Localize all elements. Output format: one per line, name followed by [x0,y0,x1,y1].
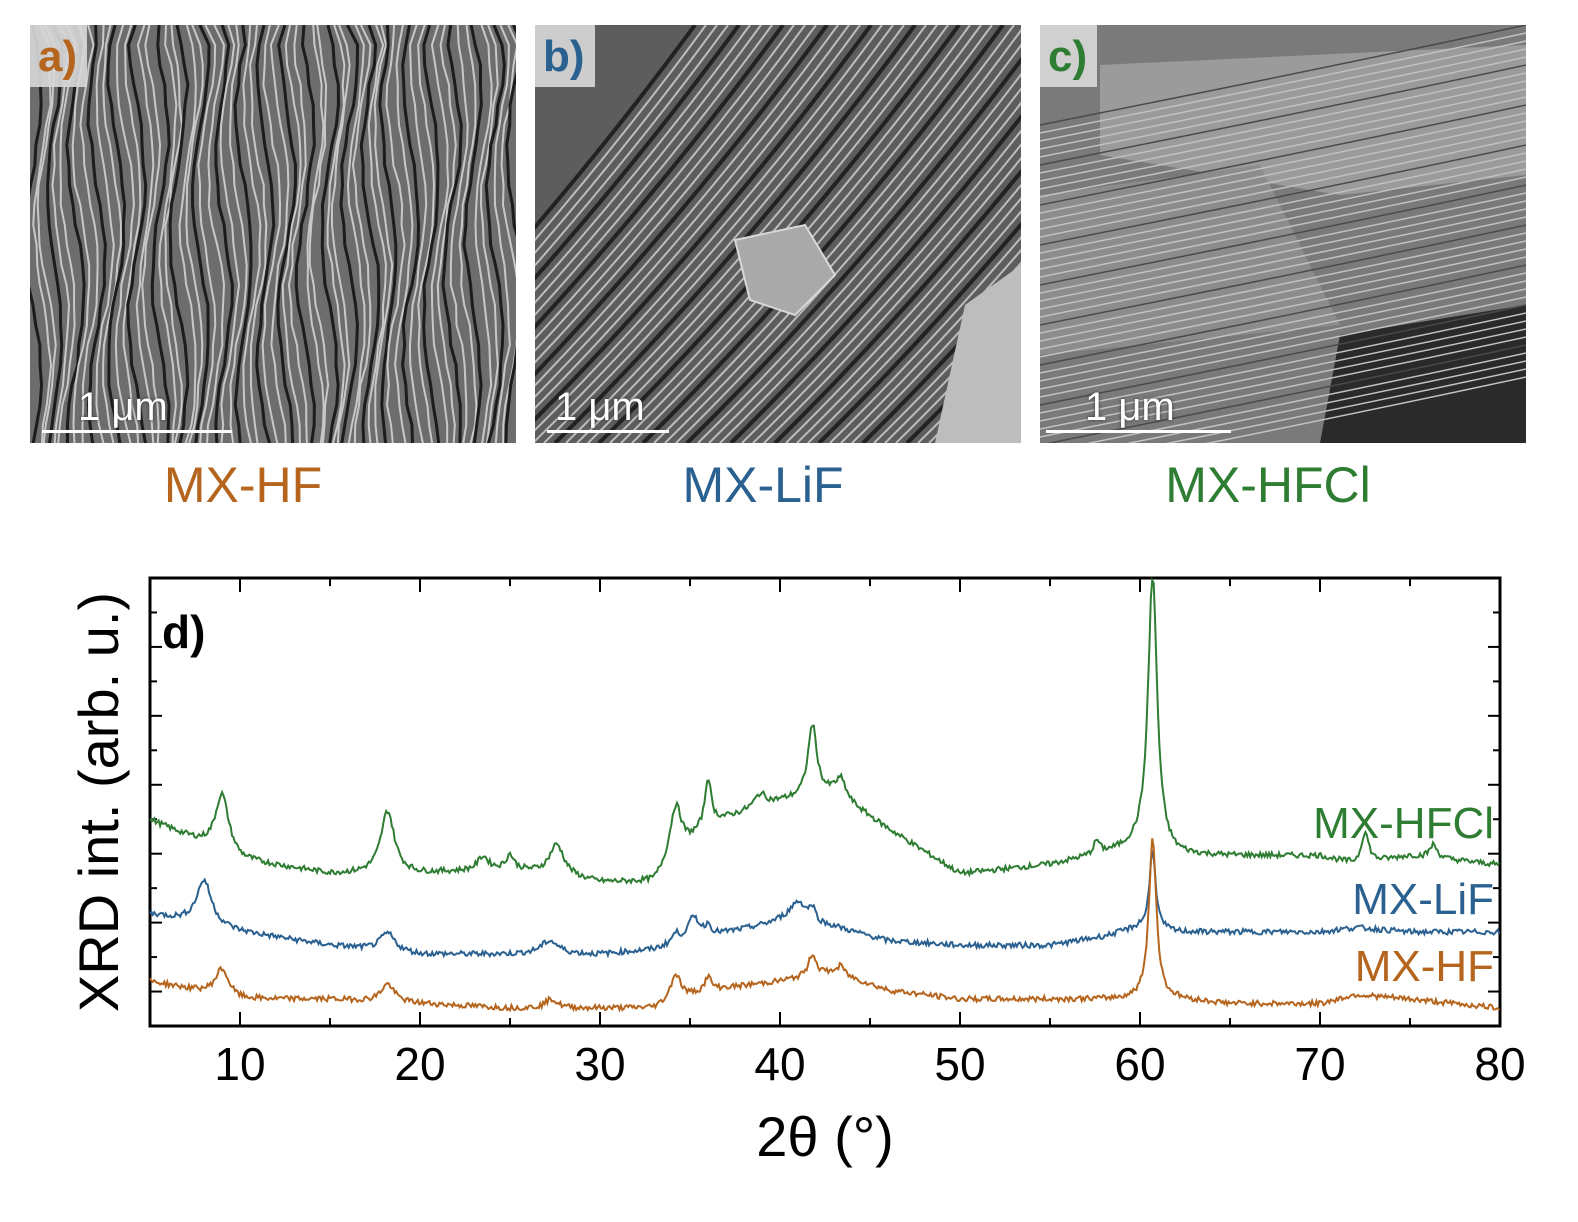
series-line-mx-lif [149,850,1501,959]
x-tick-label: 70 [1294,1038,1345,1090]
x-tick-label: 10 [214,1038,265,1090]
x-tick-label: 20 [394,1038,445,1090]
x-axis-label: 2θ (°) [756,1105,894,1168]
x-tick-label: 40 [754,1038,805,1090]
scale-bar-a [42,430,232,433]
x-tick-label: 50 [934,1038,985,1090]
sem-panel-b: b) 1 μm [535,25,1021,443]
plot-frame [148,576,1502,1028]
scale-bar-c [1046,430,1231,433]
xrd-chart: 10 20 30 40 50 60 70 80 MX-HFCl MX-LiF MX-HF d) 2… [67,576,1526,1168]
sem-image-mx-hfcl [1040,25,1526,443]
scale-bar-label-c: 1 μm [1085,385,1175,429]
panel-label-c: c) [1040,25,1098,87]
axis-ticks: 10 20 30 40 50 60 70 80 [149,577,1526,1090]
x-tick-label: 80 [1474,1038,1525,1090]
panel-label-b: b) [535,25,595,87]
series-label-mx-hfcl: MX-HFCl [1313,799,1494,848]
sample-label-mx-hf: MX-HF [163,457,323,513]
scale-bar-b [547,430,669,433]
x-tick-label: 30 [574,1038,625,1090]
sample-label-mx-hfcl: MX-HFCl [1165,457,1371,513]
sem-panel-a: a) 1 μm [30,25,516,443]
series-group [149,576,1501,1013]
scale-bar-label-a: 1 μm [78,385,168,429]
sem-panel-c: c) 1 μm [1040,25,1526,443]
scale-bar-label-b: 1 μm [555,385,645,429]
x-tick-label: 60 [1114,1038,1165,1090]
series-label-mx-lif: MX-LiF [1352,875,1494,924]
panel-label-d: d) [162,606,205,658]
series-line-mx-hf [149,838,1501,1013]
sample-label-mx-lif: MX-LiF [682,457,844,513]
y-axis-label: XRD int. (arb. u.) [67,592,130,1012]
sem-image-mx-hf [30,25,516,443]
series-label-mx-hf: MX-HF [1355,942,1494,991]
sem-image-mx-lif [535,25,1021,443]
series-labels: MX-HFCl MX-LiF MX-HF [1313,799,1494,991]
panel-label-a: a) [30,25,88,87]
series-line-mx-hfcl [149,576,1501,885]
